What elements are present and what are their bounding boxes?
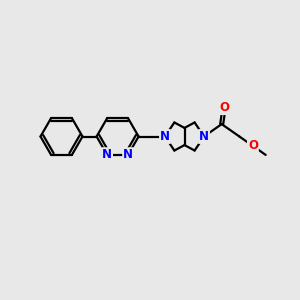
Text: N: N — [160, 130, 170, 143]
Text: N: N — [123, 148, 133, 161]
Text: N: N — [199, 130, 209, 143]
Text: O: O — [248, 140, 258, 152]
Text: N: N — [102, 148, 112, 161]
Text: O: O — [219, 101, 229, 114]
